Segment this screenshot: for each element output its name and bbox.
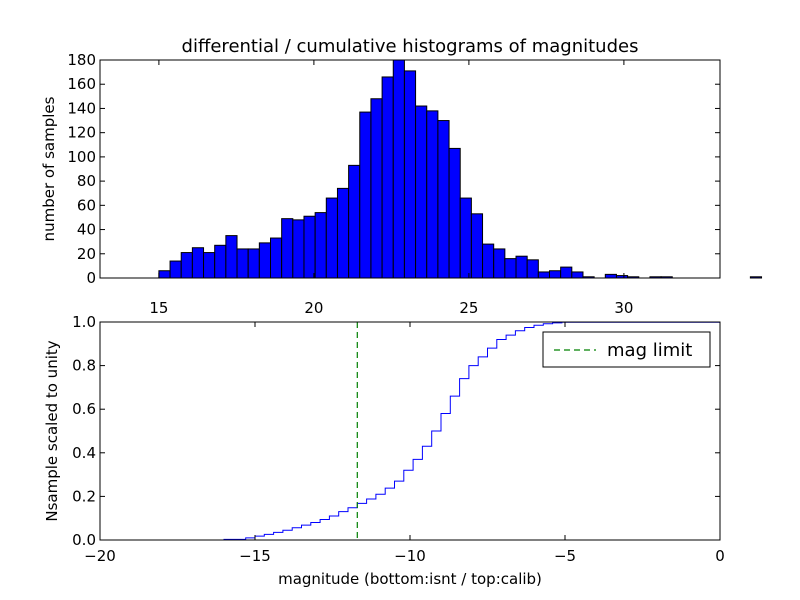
histogram-y-tick-label: 160 [67, 75, 96, 93]
histogram-x-tick-label: 15 [149, 299, 168, 317]
cumulative-y-tick-label: 0.8 [72, 357, 96, 375]
histogram-bar [403, 70, 417, 279]
cumulative-x-tick-label: −10 [394, 547, 426, 565]
cumulative-x-tick-label: −20 [84, 547, 116, 565]
histogram-y-tick-label: 0 [86, 269, 96, 287]
histogram-bar [493, 248, 506, 279]
legend: mag limit [542, 331, 711, 368]
histogram-bar [180, 252, 193, 279]
histogram-bar [571, 271, 584, 279]
histogram-x-tick-label: 20 [304, 299, 323, 317]
histogram-y-axis-label: number of samples [40, 96, 58, 241]
histogram-bar [236, 248, 249, 279]
histogram-bar [303, 215, 316, 279]
cumulative-x-tick-label: −5 [554, 547, 576, 565]
cumulative-step-line [100, 321, 721, 541]
histogram-bar [604, 273, 617, 279]
cumulative-x-axis-label: magnitude (bottom:isnt / top:calib) [278, 570, 542, 588]
histogram-y-tick-label: 180 [67, 51, 96, 69]
cumulative-y-tick-label: 0.0 [72, 531, 96, 549]
histogram-y-tick-label: 60 [77, 196, 96, 214]
histogram-y-ticks: 0 20 40 60 80 100 120 140 160 180 [67, 51, 720, 287]
cumulative-y-tick-label: 1.0 [72, 313, 96, 331]
histogram-bar [270, 237, 283, 279]
histogram-bar [225, 235, 238, 279]
histogram-bar [537, 271, 551, 279]
cumulative-x-ticks: −20 −15 −10 −5 0 [84, 322, 725, 565]
histogram-y-tick-label: 40 [77, 221, 96, 239]
cumulative-y-tick-label: 0.2 [72, 487, 96, 505]
chart-title: differential / cumulative histograms of … [182, 36, 639, 57]
histogram-bar [415, 105, 428, 279]
cumulative-plot-frame [99, 321, 721, 541]
histogram-bar [169, 260, 182, 279]
histogram-bar [247, 248, 260, 279]
cumulative-panel: Nsample scaled to unity magnitude (botto… [43, 313, 725, 588]
histogram-bar [482, 243, 495, 279]
histogram-bar [191, 247, 205, 279]
histogram-bar [359, 111, 372, 279]
histogram-bar [749, 276, 763, 279]
histogram-x-tick-label: 25 [459, 299, 478, 317]
histogram-bar [426, 110, 439, 279]
histogram-bar [336, 187, 350, 279]
histogram-bar [292, 219, 305, 279]
histogram-bar [258, 242, 271, 279]
histogram-y-tick-label: 80 [77, 172, 96, 190]
histogram-bar [560, 266, 573, 279]
cumulative-x-tick-label: −15 [239, 547, 271, 565]
cumulative-x-tick-label: 0 [715, 547, 725, 565]
histogram-plot-frame [99, 59, 721, 279]
histogram-y-tick-label: 140 [67, 99, 96, 117]
histogram-bar [470, 213, 484, 279]
histogram-bar [314, 212, 327, 279]
cumulative-y-tick-label: 0.6 [72, 400, 96, 418]
histogram-bar [348, 164, 361, 279]
histogram-panel: differential / cumulative histograms of … [40, 36, 763, 317]
histogram-y-tick-label: 120 [67, 124, 96, 142]
histogram-bar [214, 244, 227, 279]
histogram-bar [281, 218, 294, 279]
histogram-bar [515, 255, 528, 279]
histogram-bar [392, 59, 405, 279]
histogram-bar [325, 197, 338, 279]
histogram-bar [504, 258, 517, 279]
histogram-bar [459, 197, 472, 279]
histogram-bar [203, 252, 216, 279]
histogram-bar [437, 120, 450, 279]
histogram-y-tick-label: 20 [77, 245, 96, 263]
cumulative-y-tick-label: 0.4 [72, 444, 96, 462]
histogram-bar [381, 76, 394, 279]
histogram-x-tick-label: 30 [614, 299, 633, 317]
legend-label-mag-limit: mag limit [607, 340, 692, 361]
histogram-y-tick-label: 100 [67, 148, 96, 166]
histogram-bar [370, 98, 383, 279]
cumulative-y-axis-label: Nsample scaled to unity [43, 340, 61, 521]
legend-box [542, 331, 711, 368]
histogram-bar [158, 270, 171, 279]
histogram-bar [549, 270, 562, 279]
histogram-bar [448, 147, 461, 279]
histogram-x-ticks: 15 20 25 30 [149, 60, 633, 317]
histogram-bar [526, 259, 539, 279]
